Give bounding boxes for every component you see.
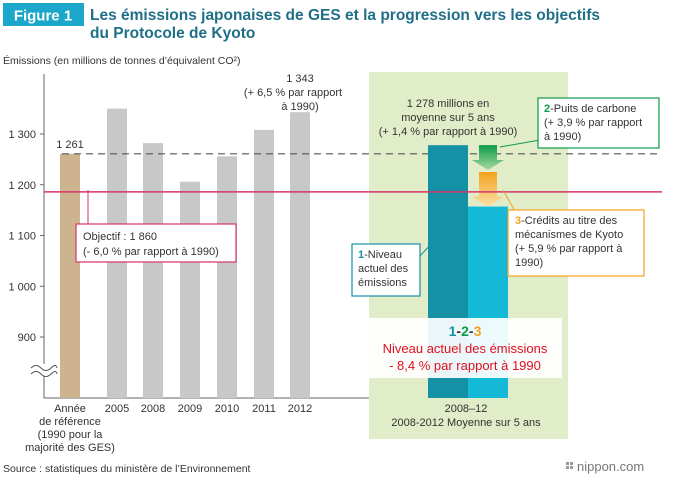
y-tick-label: 1 300: [8, 129, 36, 141]
figure-title-line1: Les émissions japonaises de GES et la pr…: [90, 7, 600, 24]
credits-label-line3: (+ 5,9 % par rapport à: [515, 243, 623, 255]
x-tick-label: 2005: [105, 403, 129, 415]
sinks-pointer: [499, 139, 541, 148]
target-box: [75, 223, 237, 263]
average-annotation-line2: moyenne sur 5 ans: [401, 112, 495, 124]
year-bar: [143, 143, 163, 398]
kyoto-period-label-line1: 2008–12: [445, 403, 488, 415]
y-tick-label: 1 200: [8, 180, 36, 192]
current-level-label-line3: émissions: [358, 277, 407, 289]
current-level-box: [351, 243, 421, 297]
summary-line2: - 8,4 % par rapport à 1990: [389, 358, 541, 373]
reference-year-bar: [60, 153, 80, 398]
credits-label-line2: mécanismes de Kyoto: [515, 229, 623, 241]
x-tick-label: Année de référence (1990 pour la majorité d…: [25, 403, 115, 454]
x-tick-label: 2009: [178, 403, 202, 415]
figure-badge-label: Figure 1: [14, 8, 72, 25]
x-tick-label: 2012: [288, 403, 312, 415]
credits-box: [507, 209, 645, 277]
credits-label-line4: 1990): [515, 257, 543, 269]
axis-break-icon: [30, 364, 58, 377]
average-annotation-line3: (+ 1,4 % par rapport à 1990): [379, 126, 518, 138]
x-tick-label: 2008: [141, 403, 165, 415]
credits-pointer: [502, 189, 517, 214]
reference-value-label: 1 261: [56, 139, 84, 151]
figure-title-line2: du Protocole de Kyoto: [90, 25, 255, 42]
sinks-arrow-icon: [472, 145, 504, 171]
brand-name: nippon.com: [577, 459, 644, 474]
summary-line1: Niveau actuel des émissions: [383, 341, 548, 356]
sinks-label-line1: 2-Puits de carbone: [544, 103, 636, 115]
peak-annotation-pct: (+ 6,5 % par rapport: [244, 87, 342, 99]
source-note: Source : statistiques du ministère de l’…: [3, 463, 251, 475]
current-level-label-line1: 1-Niveau: [358, 249, 402, 261]
current-level-label-line2: actuel des: [358, 263, 409, 275]
peak-annotation-value: 1 343: [286, 73, 314, 85]
summary-box: [369, 318, 562, 378]
kyoto-period-label-line2: 2008-2012 Moyenne sur 5 ans: [391, 417, 541, 429]
y-tick-label: 900: [18, 332, 36, 344]
credits-arrow-icon: [472, 172, 504, 207]
year-bar: [217, 156, 237, 398]
summary-numbers: 1-2-3: [449, 323, 482, 339]
sinks-label-line2: (+ 3,9 % par rapport: [544, 117, 642, 129]
x-tick-label: 2010: [215, 403, 239, 415]
target-box-line1: Objectif : 1 860: [83, 231, 157, 243]
y-axis-label: Émissions (en millions de tonnes d’équiv…: [3, 54, 241, 67]
sinks-box: [537, 97, 660, 149]
nippon-logo-icon: [566, 462, 573, 469]
credits-label-line1: 3-Crédits au titre des: [515, 215, 618, 227]
year-bar: [254, 129, 274, 398]
average-annotation-line1: 1 278 millions en: [407, 98, 490, 110]
y-tick-label: 1 000: [8, 281, 36, 293]
peak-annotation-base: à 1990): [281, 101, 318, 113]
target-box-line2: (- 6,0 % par rapport à 1990): [83, 246, 219, 258]
y-tick-label: 1 100: [8, 231, 36, 243]
sinks-label-line3: à 1990): [544, 131, 581, 143]
x-tick-label: 2011: [252, 403, 276, 415]
year-bar: [290, 112, 310, 399]
figure-badge: [3, 3, 84, 26]
year-bar: [180, 181, 200, 398]
current-level-pointer: [417, 239, 436, 259]
